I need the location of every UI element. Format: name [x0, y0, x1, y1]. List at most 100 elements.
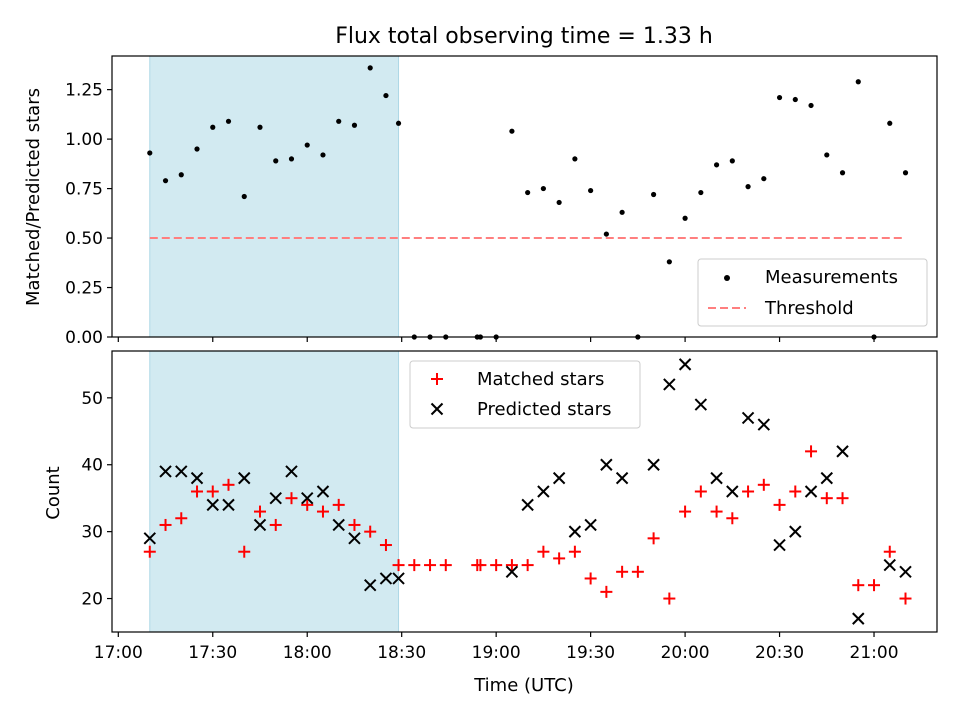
ratio-y-tick-label: 1.00 — [65, 130, 103, 150]
matched-star-point — [269, 518, 282, 531]
predicted-star-point — [316, 485, 330, 498]
matched-star-point — [836, 492, 849, 505]
matched-star-point — [490, 559, 503, 572]
predicted-star-point — [726, 485, 739, 498]
matched-star-point — [222, 478, 235, 491]
ratio-y-axis: 0.00 0.25 0.50 0.75 1.00 1.25 — [65, 81, 112, 348]
measurement-point — [210, 124, 216, 130]
predicted-star-point — [537, 485, 550, 498]
measurement-point — [257, 124, 263, 130]
measurement-point — [745, 184, 751, 190]
count-y-tick-label: 20 — [81, 590, 103, 610]
matched-star-point — [742, 485, 755, 498]
predicted-star-point — [332, 518, 345, 532]
predicted-star-point — [600, 458, 613, 471]
predicted-star-point — [647, 458, 660, 471]
ratio-y-label: Matched/Predicted stars — [23, 88, 44, 306]
matched-star-point — [474, 559, 487, 572]
count-legend: Matched stars Predicted stars — [409, 360, 641, 429]
predicted-star-point — [521, 498, 534, 512]
predicted-star-point — [363, 578, 377, 592]
predicted-star-point — [285, 465, 298, 478]
time-x-tick-label: 20:00 — [661, 643, 710, 663]
matched-star-point — [537, 545, 550, 558]
measurement-point — [288, 156, 295, 162]
predicted-star-point — [222, 498, 235, 512]
matched-star-point — [408, 559, 421, 572]
predicted-star-point — [253, 518, 267, 532]
predicted-star-point — [584, 518, 597, 532]
count-points — [143, 358, 912, 625]
measurement-point — [666, 259, 672, 265]
matched-star-point — [439, 559, 452, 572]
predicted-star-point — [615, 471, 629, 485]
matched-star-point — [285, 492, 298, 505]
time-x-tick-label: 19:00 — [472, 643, 521, 663]
measurement-point — [383, 92, 389, 99]
measurement-point — [509, 128, 515, 134]
measurement-point — [395, 120, 402, 126]
count-y-axis: 20 30 40 50 — [81, 389, 112, 610]
predicted-star-point — [238, 471, 251, 485]
matched-star-point — [379, 539, 392, 552]
matched-star-point — [253, 505, 266, 518]
matched-star-point — [553, 552, 566, 565]
predicted-star-point — [301, 491, 314, 505]
measurement-point — [178, 172, 184, 178]
measurement-point — [351, 122, 358, 128]
matched-star-point — [191, 485, 204, 498]
measurement-point — [273, 158, 279, 164]
matched-star-point — [883, 545, 896, 558]
predicted-star-point — [773, 538, 786, 552]
time-x-tick-label: 19:30 — [566, 643, 615, 663]
ratio-x-ticks — [117, 337, 875, 342]
ratio-observing-window — [149, 55, 400, 338]
matched-star-point — [316, 505, 329, 518]
legend-matched-label: Matched stars — [477, 369, 604, 390]
matched-star-point — [852, 579, 865, 592]
time-x-label: Time (UTC) — [473, 675, 574, 696]
predicted-star-point — [552, 471, 566, 485]
ratio-panel: 0.00 0.25 0.50 0.75 1.00 1.25 Matched/Predict… — [23, 55, 938, 348]
legend-threshold-label: Threshold — [764, 298, 854, 319]
time-x-tick-label: 18:00 — [283, 643, 332, 663]
matched-star-point — [647, 532, 660, 545]
measurement-point — [540, 185, 546, 192]
ratio-y-tick-label: 0.25 — [65, 279, 103, 299]
measurement-point — [241, 193, 247, 200]
measurement-point — [824, 152, 830, 158]
measurement-point — [304, 142, 310, 148]
predicted-star-point — [348, 532, 361, 545]
ratio-y-tick-label: 0.50 — [65, 229, 103, 249]
predicted-star-point — [883, 558, 896, 572]
matched-star-point — [600, 585, 613, 598]
count-legend-box — [409, 360, 641, 429]
predicted-star-point — [269, 491, 282, 505]
measurement-point — [792, 96, 798, 103]
matched-star-point — [820, 492, 833, 505]
matched-star-point — [521, 559, 534, 572]
ratio-legend-box — [697, 258, 928, 327]
count-y-tick-label: 50 — [81, 389, 103, 409]
measurement-point — [556, 199, 562, 206]
matched-star-point — [424, 559, 437, 572]
predicted-star-point — [206, 498, 219, 512]
predicted-star-point — [710, 471, 723, 485]
matched-star-point — [899, 592, 912, 605]
matched-star-point — [757, 478, 770, 491]
time-x-tick-label: 17:00 — [94, 643, 143, 663]
measurement-point — [162, 178, 169, 184]
measurement-point — [761, 176, 767, 182]
count-y-tick-label: 40 — [81, 456, 103, 476]
legend-cross — [430, 402, 444, 416]
count-y-tick-label: 30 — [81, 523, 103, 543]
predicted-star-point — [143, 532, 156, 545]
matched-star-point — [364, 525, 377, 538]
legend-predicted-marker — [430, 402, 444, 416]
matched-star-point — [868, 579, 881, 592]
measurement-point — [698, 189, 704, 196]
matched-star-point — [726, 512, 739, 525]
measurement-point — [682, 215, 688, 221]
ratio-y-tick-label: 0.00 — [65, 328, 103, 348]
legend-measurements-marker — [724, 275, 730, 281]
